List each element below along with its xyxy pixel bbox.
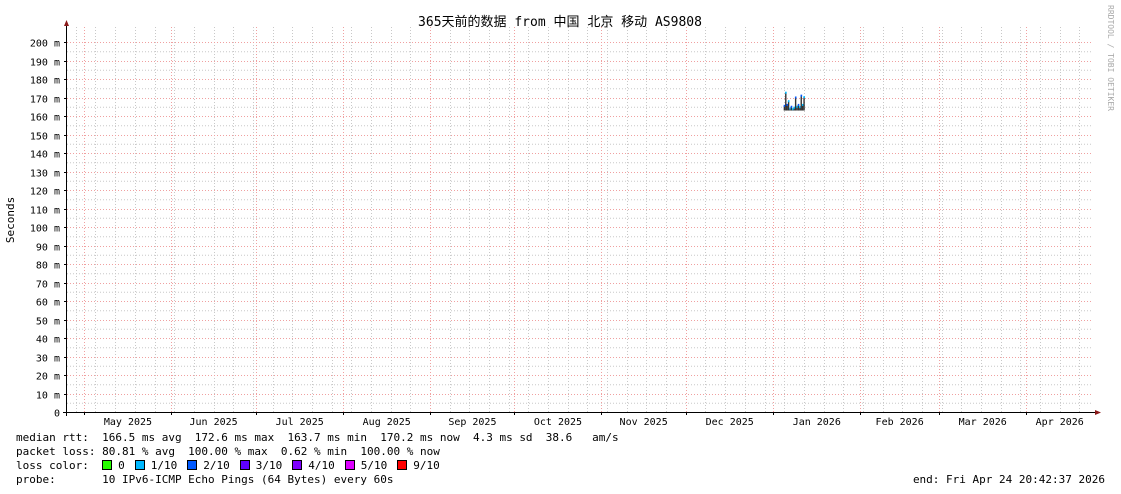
y-tick-label: 20 m (36, 372, 60, 383)
y-tick-label: 0 (54, 409, 60, 420)
median-point (797, 103, 800, 106)
median-point (803, 96, 805, 99)
smoke-bar (793, 107, 795, 111)
median-point (800, 94, 803, 97)
median-point (801, 103, 804, 106)
median-point (799, 106, 801, 109)
loss-color-item: 2/10 (187, 459, 230, 472)
median-point (785, 91, 787, 94)
x-axis-arrow (1095, 410, 1101, 415)
watermark: RRDTOOL / TOBI OETIKER (1106, 5, 1115, 111)
x-tick-label: Oct 2025 (534, 417, 582, 428)
loss-color-item: 4/10 (292, 459, 335, 472)
x-tick-label: Jun 2025 (190, 417, 238, 428)
y-tick-label: 10 m (36, 391, 60, 402)
y-tick-label: 60 m (36, 298, 60, 309)
end-time: end: Fri Apr 24 20:42:37 2026 (912, 473, 1105, 486)
loss-color-label: 4/10 (308, 459, 335, 472)
y-tick-label: 30 m (36, 354, 60, 365)
median-point (796, 105, 798, 108)
loss-color-label: 0 (118, 459, 125, 472)
y-tick-label: 120 m (30, 187, 60, 198)
loss-color-swatch (292, 460, 303, 470)
smoke-bar (794, 97, 797, 111)
y-tick-label: 40 m (36, 335, 60, 346)
x-tick-label: Mar 2026 (959, 417, 1007, 428)
smoke-bar (783, 105, 786, 111)
x-tick-label: Nov 2025 (620, 417, 668, 428)
median-point (792, 108, 794, 111)
loss-color-item: 1/10 (134, 459, 178, 472)
y-tick-label: 100 m (30, 224, 60, 235)
loss-color-label: 3/10 (255, 459, 283, 472)
smoke-bar (799, 107, 801, 111)
loss-color-line: loss color: 0 1/10 2/10 3/10 4/10 5/10 9/10 (16, 459, 450, 472)
median-point (787, 100, 790, 103)
loss-color-label: 1/10 (150, 459, 178, 472)
y-tick-label: 90 m (36, 243, 60, 254)
y-tick-label: 80 m (36, 261, 60, 272)
smoke-bar (790, 106, 793, 111)
smoke-bar (785, 92, 787, 111)
smoke-bar (800, 95, 802, 111)
median-point (789, 107, 791, 110)
loss-color-list: 0 1/10 2/10 3/10 4/10 5/10 9/10 (102, 459, 450, 472)
median-point (793, 106, 796, 109)
loss-color-label: loss color: (16, 459, 103, 472)
y-axis-arrow (64, 20, 69, 26)
loss-color-label: 5/10 (360, 459, 388, 472)
probe-line: probe: 10 IPv6-ICMP Echo Pings (64 Bytes… (16, 473, 394, 486)
x-tick-label: May 2025 (104, 417, 152, 428)
median-rtt-line: median rtt: 166.5 ms avg 172.6 ms max 16… (16, 431, 619, 444)
chart-title: 365天前的数据 from 中国 北京 移动 AS9808 (418, 14, 702, 30)
smoke-bar (796, 106, 798, 111)
chart-svg: 0 10 m 20 m 30 m 40 m 50 m 60 m 70 m 80 m 90 m 100… (4, 5, 1115, 428)
median-point (794, 96, 797, 99)
smoke-bar (801, 104, 804, 111)
loss-color-label: 9/10 (413, 459, 440, 472)
y-tick-label: 50 m (36, 317, 60, 328)
y-tick-label: 70 m (36, 280, 60, 291)
y-tick-label: 110 m (30, 206, 60, 217)
smoke-bar (803, 97, 805, 111)
y-tick-label: 170 m (30, 95, 60, 106)
loss-color-item: 3/10 (239, 459, 283, 472)
loss-color-item: 0 (102, 459, 125, 472)
loss-color-swatch (397, 460, 408, 470)
loss-color-swatch (344, 460, 355, 470)
smoke-bar (787, 101, 790, 111)
loss-color-label: 2/10 (203, 459, 230, 472)
y-tick-label: 200 m (30, 39, 60, 50)
loss-color-swatch (187, 460, 198, 470)
smoke-bar (786, 104, 788, 111)
y-tick-label: 150 m (30, 132, 60, 143)
loss-color-item: 9/10 (397, 459, 440, 472)
median-point (790, 105, 793, 108)
y-axis-label: Seconds (4, 197, 17, 243)
loss-color-swatch (239, 460, 250, 470)
x-tick-label: Sep 2025 (448, 417, 496, 428)
median-point (783, 104, 786, 107)
y-tick-label: 180 m (30, 76, 60, 87)
y-tick-label: 140 m (30, 150, 60, 161)
y-tick-label: 160 m (30, 113, 60, 124)
y-tick-label: 130 m (30, 169, 60, 180)
y-tick-label: 190 m (30, 58, 60, 69)
x-tick-label: Aug 2025 (363, 417, 411, 428)
x-tick-label: Feb 2026 (876, 417, 924, 428)
x-tick-label: Jan 2026 (793, 417, 841, 428)
packet-loss-line: packet loss: 80.81 % avg 100.00 % max 0.… (16, 445, 440, 458)
x-tick-label: Apr 2026 (1036, 417, 1084, 428)
x-tick-label: Dec 2025 (706, 417, 754, 428)
smoke-bar (797, 104, 800, 111)
loss-color-swatch (102, 460, 113, 470)
loss-color-item: 5/10 (344, 459, 388, 472)
median-point (786, 103, 789, 106)
loss-color-swatch (134, 460, 145, 470)
x-tick-label: Jul 2025 (276, 417, 324, 428)
